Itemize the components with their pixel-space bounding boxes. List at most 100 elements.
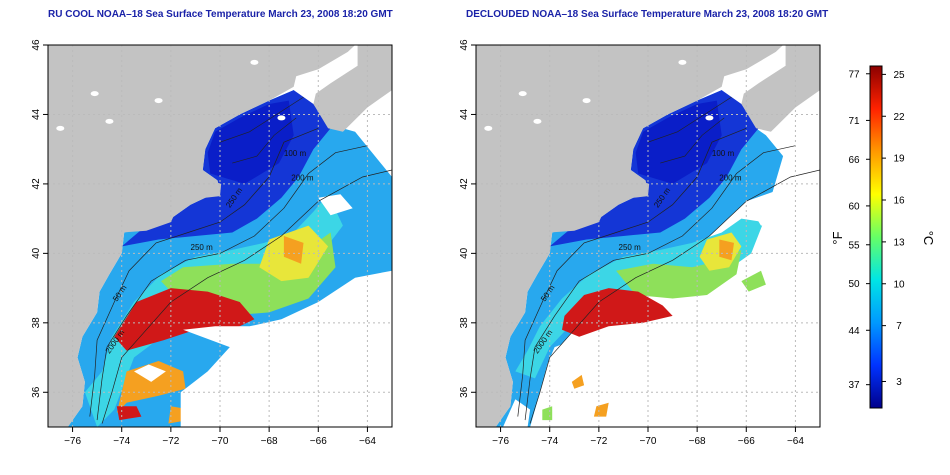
sst-region [318, 194, 353, 216]
isobath-line [232, 117, 297, 164]
celsius-tick-label: 7 [896, 321, 902, 332]
x-tick-label: −68 [261, 436, 278, 447]
celsius-tick-label: 22 [893, 112, 905, 123]
isobath-line [517, 127, 747, 417]
fahrenheit-unit-label: °F [830, 231, 845, 244]
x-tick-label: −76 [64, 436, 81, 447]
fahrenheit-tick-label: 60 [848, 201, 860, 212]
x-tick-label: −64 [359, 436, 376, 447]
sst-region [746, 190, 796, 226]
land-mass [476, 45, 784, 427]
panel-2-title: DECLOUDED NOAA–18 Sea Surface Temperatur… [466, 9, 829, 20]
sst-region [134, 364, 166, 382]
sst-region [503, 399, 531, 427]
lake [90, 91, 99, 97]
celsius-tick-label: 13 [893, 237, 905, 248]
depth-label: 250 m [191, 243, 214, 252]
colorbar [869, 65, 883, 409]
lake [518, 91, 527, 97]
x-tick-label: −66 [738, 436, 755, 447]
island [121, 216, 174, 233]
fahrenheit-tick-label: 71 [848, 116, 860, 127]
x-tick-label: −64 [787, 436, 804, 447]
isobath-line [529, 169, 820, 424]
lake [705, 115, 714, 121]
y-tick-label: 44 [31, 108, 42, 120]
y-tick-label: 36 [31, 386, 42, 398]
sst-region [571, 374, 585, 389]
y-tick-label: 42 [459, 178, 470, 190]
lake [277, 115, 286, 121]
sst-region [593, 402, 609, 417]
x-tick-label: −74 [541, 436, 558, 447]
x-tick-label: −76 [492, 436, 509, 447]
lake [533, 118, 542, 124]
depth-label: 200 m [291, 173, 314, 182]
land-mass [313, 45, 392, 132]
land-mass [741, 45, 820, 132]
x-tick-label: −70 [640, 436, 657, 447]
isobath-line [101, 169, 392, 424]
depth-label: 250 m [619, 243, 642, 252]
isobath-line [647, 96, 732, 143]
fahrenheit-tick-label: 50 [848, 279, 860, 290]
y-tick-label: 44 [459, 108, 470, 120]
y-tick-label: 42 [31, 178, 42, 190]
lake [250, 59, 259, 65]
island [633, 182, 650, 198]
y-tick-label: 46 [31, 39, 42, 51]
y-tick-label: 46 [459, 39, 470, 51]
depth-label: 100 m [284, 149, 307, 158]
x-tick-label: −68 [689, 436, 706, 447]
fahrenheit-tick-label: 66 [848, 155, 860, 166]
isobath-line [219, 96, 304, 143]
lake [484, 125, 493, 131]
sst-region [116, 361, 186, 414]
lake [678, 59, 687, 65]
y-tick-label: 36 [459, 386, 470, 398]
x-tick-label: −70 [212, 436, 229, 447]
sst-region [719, 239, 734, 261]
sst-region [616, 249, 742, 299]
celsius-unit-label: °C [921, 231, 936, 246]
celsius-tick-label: 16 [893, 196, 905, 207]
celsius-tick-label: 10 [893, 279, 905, 290]
celsius-tick-label: 3 [896, 377, 902, 388]
fahrenheit-tick-label: 37 [848, 380, 860, 391]
isobath-line [524, 145, 796, 421]
lake [582, 98, 591, 104]
fahrenheit-tick-label: 44 [848, 326, 860, 337]
island [205, 182, 222, 198]
x-tick-label: −66 [310, 436, 327, 447]
celsius-tick-label: 19 [893, 154, 905, 165]
lake [56, 125, 65, 131]
y-tick-label: 40 [459, 247, 470, 259]
fahrenheit-tick-label: 55 [848, 240, 860, 251]
depth-label: 100 m [712, 149, 735, 158]
x-tick-label: −74 [113, 436, 130, 447]
y-tick-label: 40 [31, 247, 42, 259]
lake [154, 98, 163, 104]
y-tick-label: 38 [459, 317, 470, 329]
panel-1-title: RU COOL NOAA–18 Sea Surface Temperature … [48, 9, 393, 20]
sst-region [116, 406, 142, 421]
y-tick-label: 38 [31, 317, 42, 329]
island [549, 216, 602, 233]
depth-label: 200 m [719, 173, 742, 182]
sst-region [283, 236, 304, 264]
isobath-line [89, 127, 319, 417]
sst-region [535, 260, 820, 427]
isobath-line [660, 117, 725, 164]
sst-region [635, 100, 722, 184]
sst-region [114, 288, 255, 351]
sst-region [180, 270, 392, 427]
celsius-tick-label: 25 [893, 70, 905, 81]
sst-region [741, 270, 766, 292]
x-tick-label: −72 [590, 436, 607, 447]
sst-region [562, 288, 673, 337]
land-mass [48, 45, 356, 427]
isobath-line [96, 145, 368, 421]
